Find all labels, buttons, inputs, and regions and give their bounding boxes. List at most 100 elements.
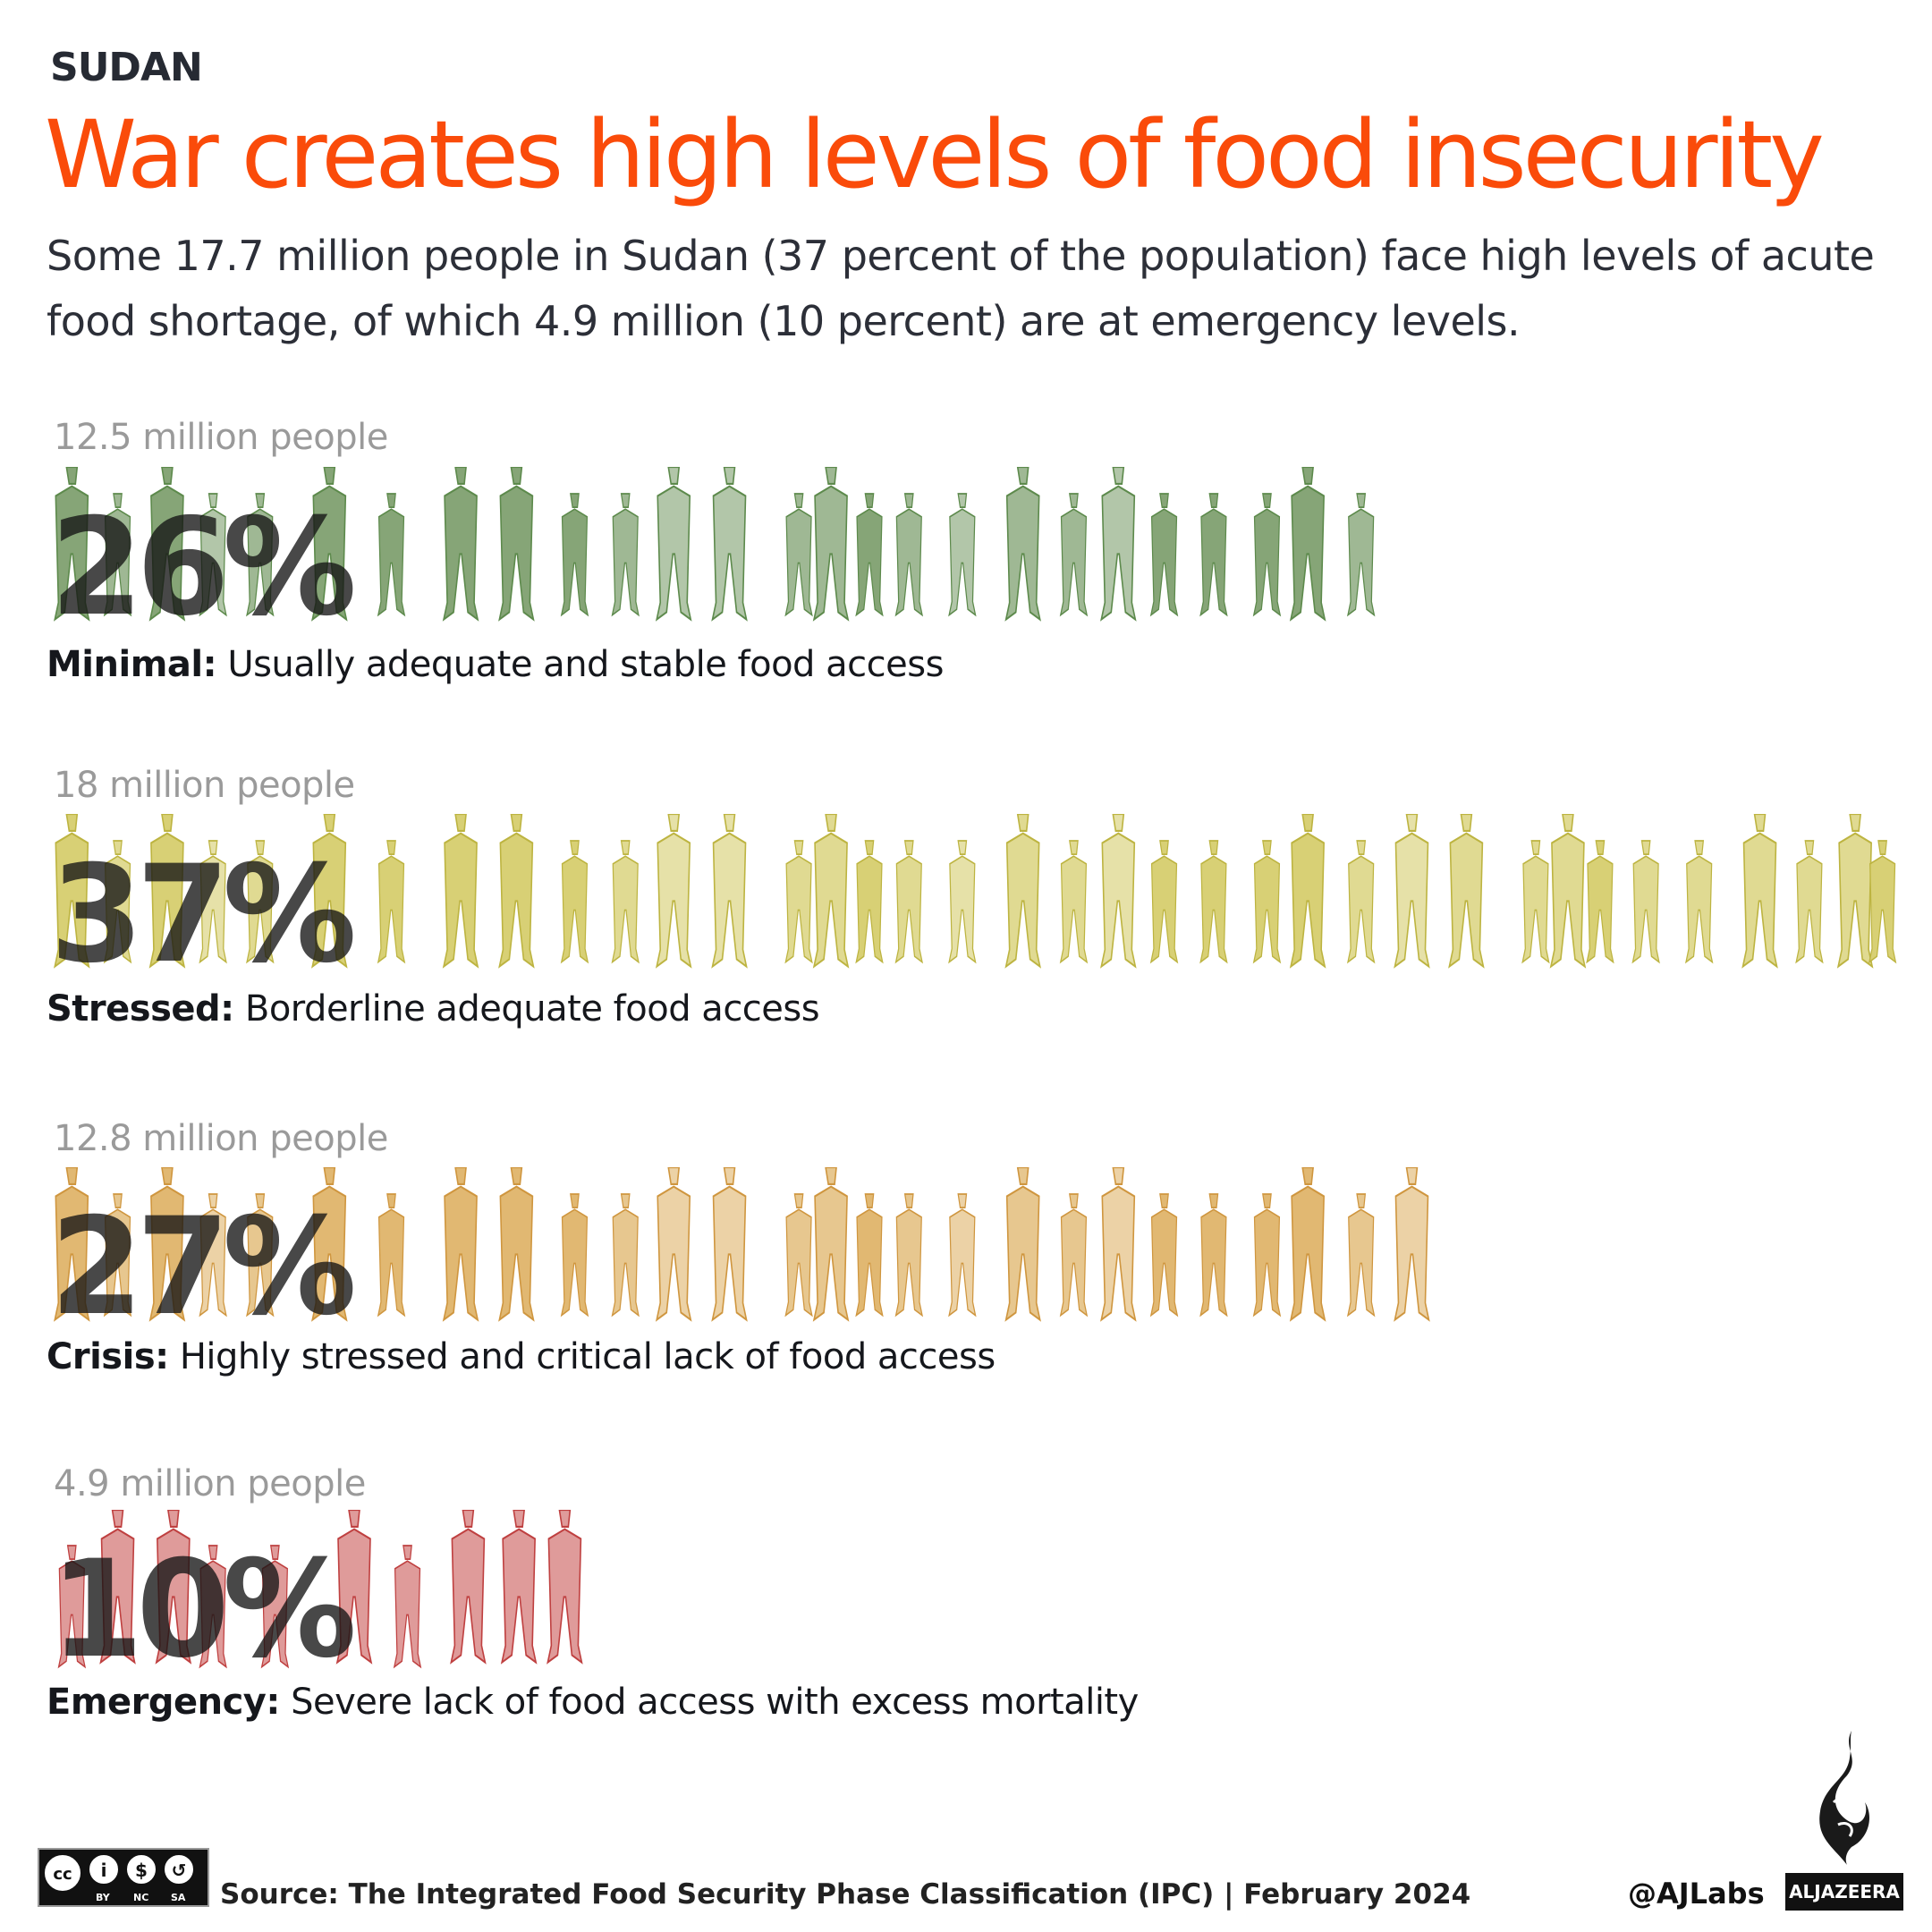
caption-stressed: Stressed: Borderline adequate food acces… [47, 988, 820, 1030]
person-figure [611, 1193, 640, 1318]
figure-head [1069, 493, 1079, 508]
person-figure [560, 493, 589, 617]
person-figure [1100, 1167, 1137, 1322]
person-figure [500, 1510, 538, 1665]
svg-text:↺: ↺ [172, 1860, 187, 1881]
person-figure [1199, 1193, 1228, 1318]
figure-head [255, 1193, 266, 1208]
person-figure [855, 840, 884, 964]
aljazeera-logo-icon [1819, 1731, 1869, 1865]
figure-body [560, 508, 589, 617]
figure-body [812, 485, 850, 622]
person-figure [655, 467, 692, 622]
person-figure [1448, 814, 1485, 969]
person-figure [260, 1545, 290, 1669]
aljazeera-wordmark: ALJAZEERA [1785, 1873, 1903, 1911]
person-figure [199, 1545, 227, 1669]
person-figure [1252, 840, 1282, 964]
person-figure [442, 1167, 479, 1322]
person-figure [1586, 840, 1614, 964]
figure-body [103, 855, 132, 964]
person-figure [199, 1193, 227, 1318]
figure-head [1562, 814, 1574, 833]
figure-head [793, 493, 804, 508]
person-figure [1346, 840, 1376, 964]
figure-body [103, 508, 132, 617]
figure-head [513, 1510, 525, 1529]
figure-body [560, 1208, 589, 1318]
person-figure [1004, 467, 1041, 622]
person-figure [57, 1545, 87, 1669]
figure-body [948, 855, 977, 964]
figure-body [199, 1208, 227, 1318]
figure-head [402, 1545, 412, 1560]
figure-head [65, 467, 79, 486]
figure-body [377, 508, 406, 617]
figure-head [1112, 467, 1125, 486]
figure-body [1199, 855, 1228, 964]
figure-head [113, 840, 123, 855]
figure-head [1159, 1193, 1169, 1208]
figure-body [311, 1185, 348, 1322]
person-figure [99, 1510, 136, 1665]
figure-body [855, 855, 884, 964]
person-figure [1684, 840, 1714, 964]
person-figure [498, 467, 535, 622]
figure-body [547, 1528, 583, 1665]
figure-head [113, 1193, 123, 1208]
person-figure [784, 493, 813, 617]
person-figure [54, 1167, 90, 1322]
phase-description: Borderline adequate food access [244, 988, 820, 1030]
people-count-stressed: 18 million people [54, 765, 355, 806]
figure-body [1394, 832, 1430, 969]
person-figure [442, 814, 479, 969]
figure-body [560, 855, 589, 964]
figure-head [667, 467, 681, 486]
figure-head [208, 493, 218, 508]
person-figure [812, 1167, 850, 1322]
person-figure [948, 493, 977, 617]
figure-head [348, 1510, 360, 1529]
figure-body [1836, 832, 1874, 969]
person-figure [1252, 493, 1282, 617]
cc-license-badge: cc i $ ↺ BY NC SA [38, 1848, 209, 1907]
person-figure [1549, 814, 1587, 969]
person-figure [199, 493, 227, 617]
svg-text:$: $ [135, 1860, 148, 1881]
person-figure [547, 1510, 583, 1665]
figure-head [454, 467, 467, 486]
figure-body [1346, 508, 1376, 617]
figure-body [1252, 855, 1282, 964]
phase-name: Minimal [47, 644, 203, 685]
figure-head [208, 840, 218, 855]
figure-body [199, 855, 227, 964]
figure-body [611, 1208, 640, 1318]
figure-body [246, 508, 275, 617]
figure-body [1149, 508, 1179, 617]
person-figure [711, 467, 748, 622]
figure-head [1112, 814, 1125, 833]
person-figure [311, 814, 348, 969]
subtitle: Some 17.7 million people in Sudan (37 pe… [47, 232, 1875, 345]
person-figure [560, 1193, 589, 1318]
figure-body [1289, 1185, 1326, 1322]
figure-head [723, 814, 736, 833]
person-figure [784, 1193, 813, 1318]
svg-text:i: i [101, 1860, 107, 1881]
figure-head [208, 1545, 218, 1560]
figure-head [620, 1193, 631, 1208]
person-figure [377, 840, 406, 964]
figure-head [255, 493, 266, 508]
figure-body [1199, 1208, 1228, 1318]
figure-body [311, 832, 348, 969]
person-figure [311, 1167, 348, 1322]
figure-body [148, 485, 186, 622]
figure-head [570, 840, 580, 855]
figure-body [260, 1560, 290, 1669]
figure-body [855, 508, 884, 617]
figures-emergency [57, 1510, 583, 1669]
figure-head [793, 1193, 804, 1208]
phase-name: Crisis [47, 1336, 156, 1377]
person-figure [1059, 1193, 1089, 1318]
figure-body [784, 1208, 813, 1318]
